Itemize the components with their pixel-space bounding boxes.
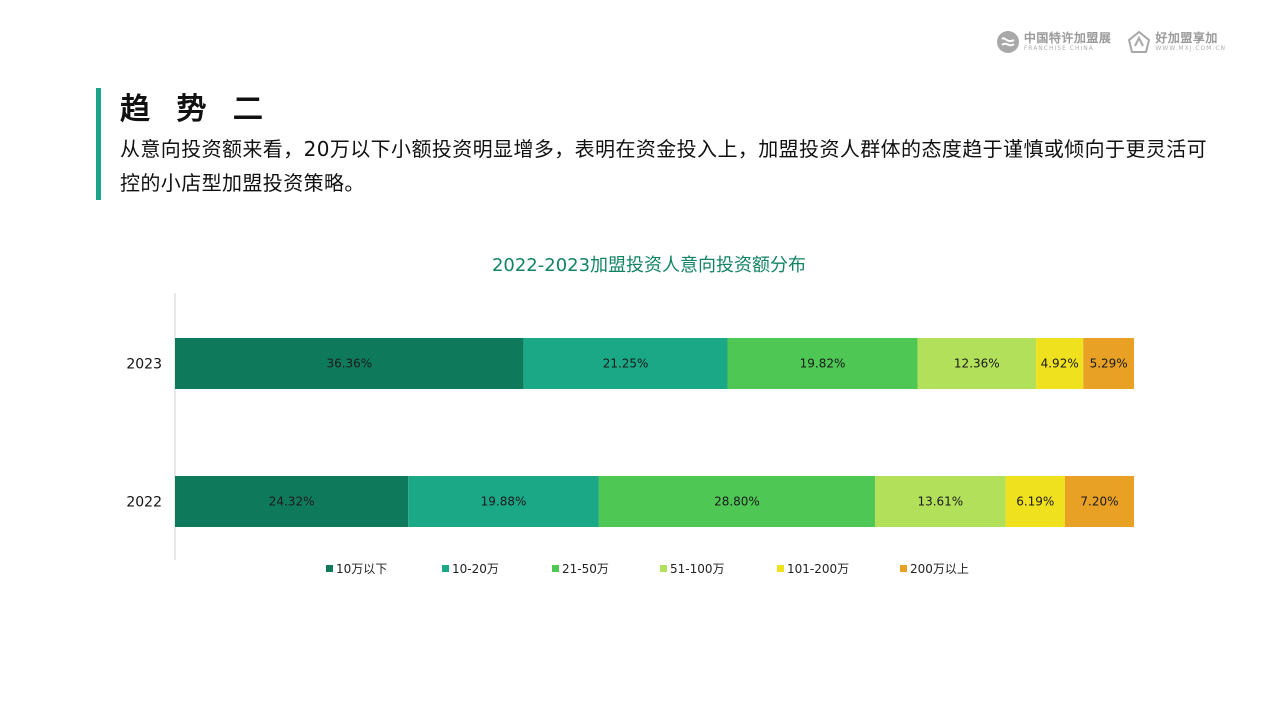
mxj-logo-icon	[1128, 30, 1151, 53]
logo1-en-text: FRANCHISE CHINA	[1023, 45, 1094, 52]
bar-segment-2023-4	[1036, 338, 1084, 389]
stacked-bar-chart: 2023 36.36% 21.25% 19.82% 12.36% 4.92% 5.29% 20…	[126, 293, 1134, 560]
y-tick-label-2022: 2022	[126, 495, 162, 511]
header-logos: 中国特许加盟展 FRANCHISE CHINA 好加盟享加 WWW.MXJ.CO…	[996, 30, 1226, 54]
legend-swatch	[326, 565, 333, 572]
legend-item-5: 200万以上	[900, 560, 969, 577]
bar-segment-2022-3	[875, 476, 1006, 527]
legend-label: 101-200万	[787, 562, 850, 576]
data-label-2022-2: 28.80%	[714, 495, 760, 509]
bar-segment-2022-4	[1005, 476, 1065, 527]
legend-swatch	[442, 565, 449, 572]
y-tick-label-2023: 2023	[126, 357, 162, 373]
bar-segment-2022-2	[598, 476, 876, 527]
data-label-2022-5: 7.20%	[1080, 495, 1118, 509]
data-label-2023-1: 21.25%	[603, 357, 649, 371]
logo2-en-text: WWW.MXJ.COM.CN	[1155, 45, 1226, 52]
slide-heading: 趋 势 二	[120, 92, 271, 127]
legend-swatch	[660, 565, 667, 572]
legend-item-2: 21-50万	[552, 560, 609, 577]
mxj-logo: 好加盟享加 WWW.MXJ.COM.CN	[1127, 30, 1226, 54]
logo2-cn-text: 好加盟享加	[1155, 31, 1218, 45]
bar-segment-2023-2	[727, 338, 918, 389]
legend-item-1: 10-20万	[442, 560, 499, 577]
data-label-2022-1: 19.88%	[481, 495, 527, 509]
legend-label: 21-50万	[562, 562, 609, 576]
bar-segment-2022-0	[175, 476, 409, 527]
legend-label: 51-100万	[670, 562, 725, 576]
bar-segment-2023-5	[1083, 338, 1134, 389]
bar-segment-2022-5	[1064, 476, 1134, 527]
legend-item-0: 10万以下	[326, 560, 387, 577]
legend-label: 10万以下	[336, 562, 388, 576]
legend-item-3: 51-100万	[660, 560, 725, 577]
logo1-cn-text: 中国特许加盟展	[1023, 31, 1112, 45]
legend-swatch	[777, 565, 784, 572]
legend-item-4: 101-200万	[777, 560, 849, 577]
data-label-2023-3: 12.36%	[954, 357, 1000, 371]
legend-swatch	[552, 565, 559, 572]
data-label-2023-4: 4.92%	[1041, 357, 1079, 371]
bar-segment-2022-1	[408, 476, 599, 527]
data-label-2023-2: 19.82%	[800, 357, 846, 371]
legend-swatch	[900, 565, 907, 572]
legend-label: 10-20万	[452, 562, 499, 576]
data-label-2023-0: 36.36%	[326, 357, 372, 371]
slide-intro: 从意向投资额来看，20万以下小额投资明显增多，表明在资金投入上，加盟投资人群体的…	[120, 137, 1208, 195]
data-label-2023-5: 5.29%	[1090, 357, 1128, 371]
accent-bar	[96, 88, 101, 200]
data-label-2022-3: 13.61%	[917, 495, 963, 509]
franchise-china-logo-icon	[996, 31, 1019, 53]
data-label-2022-4: 6.19%	[1016, 495, 1054, 509]
chart-title: 2022-2023加盟投资人意向投资额分布	[491, 255, 807, 276]
bar-segment-2023-1	[523, 338, 728, 389]
bar-segment-2023-0	[175, 338, 524, 389]
legend-label: 200万以上	[910, 562, 969, 576]
data-label-2022-0: 24.32%	[269, 495, 315, 509]
bar-segment-2023-3	[917, 338, 1037, 389]
franchise-china-logo: 中国特许加盟展 FRANCHISE CHINA	[996, 30, 1112, 54]
